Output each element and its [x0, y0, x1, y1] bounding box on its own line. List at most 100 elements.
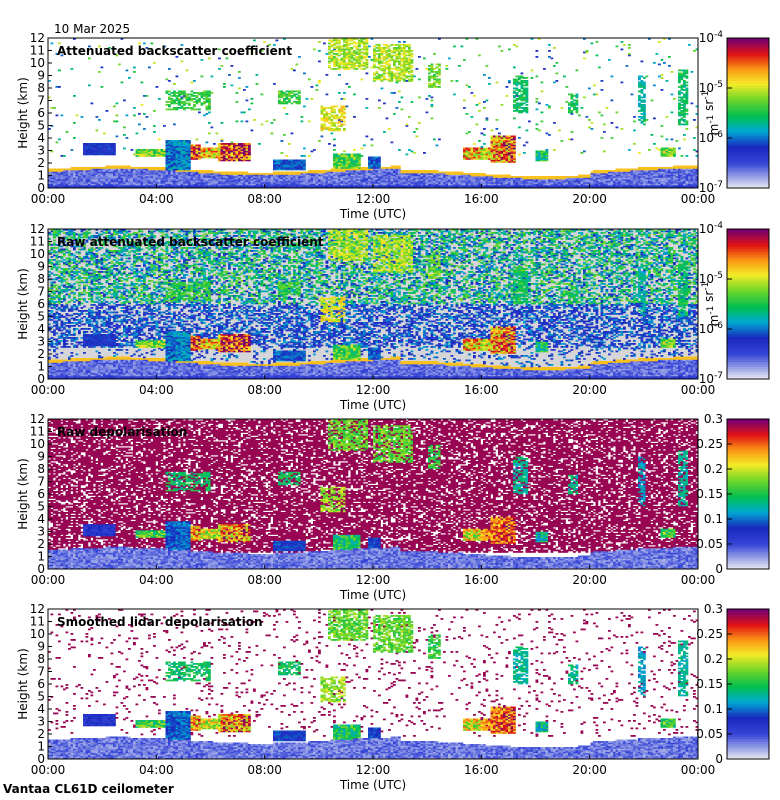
x-tick-label: 00:00	[681, 763, 716, 777]
x-tick-label: 00:00	[681, 573, 716, 587]
y-tick-label: 7	[37, 285, 45, 299]
y-tick-label: 12	[30, 222, 45, 236]
y-tick-label: 12	[30, 31, 45, 45]
y-tick-label: 10	[30, 437, 45, 451]
x-tick-label: 00:00	[31, 383, 66, 397]
colorbar-tick-label: 0.3	[704, 602, 723, 616]
y-tick-label: 6	[37, 487, 45, 501]
x-tick-label: 16:00	[464, 763, 499, 777]
x-tick-label: 16:00	[464, 192, 499, 206]
y-tick-label: 2	[37, 156, 45, 170]
x-tick-label: 12:00	[356, 763, 391, 777]
x-tick-label: 04:00	[139, 573, 174, 587]
colorbar-tick-label: 10-7	[699, 180, 723, 195]
y-tick-label: 1	[37, 360, 45, 374]
y-tick-label: 8	[37, 81, 45, 95]
y-tick-label: 11	[30, 235, 45, 249]
y-tick-label: 6	[37, 297, 45, 311]
colorbar-tick-label: 0.1	[704, 512, 723, 526]
y-tick-label: 9	[37, 69, 45, 83]
panel-title: Raw attenuated backscatter coefficient	[57, 235, 324, 249]
y-tick-label: 8	[37, 652, 45, 666]
colorbar: 00.050.10.150.20.250.3	[696, 412, 769, 576]
y-tick-label: 7	[37, 475, 45, 489]
colorbar-tick-label: 0.2	[704, 462, 723, 476]
y-tick-label: 9	[37, 260, 45, 274]
panel-title: Smoothed lidar depolarisation	[57, 615, 263, 629]
colorbar-label: m-1 sr-1	[701, 91, 721, 136]
heatmap-cells	[48, 229, 698, 379]
y-tick-label: 10	[30, 247, 45, 261]
y-tick-label: 12	[30, 412, 45, 426]
date-label: 10 Mar 2025	[54, 22, 130, 36]
y-tick-label: 4	[37, 702, 45, 716]
colorbar-tick-label: 0	[715, 562, 723, 576]
y-tick-label: 4	[37, 322, 45, 336]
x-tick-label: 08:00	[247, 383, 282, 397]
panel-2: Raw attenuated backscatter coefficient01…	[16, 221, 769, 412]
panel-title: Raw depolarisation	[57, 425, 187, 439]
y-tick-label: 12	[30, 602, 45, 616]
x-tick-label: 04:00	[139, 192, 174, 206]
x-tick-label: 04:00	[139, 383, 174, 397]
x-tick-label: 20:00	[572, 573, 607, 587]
y-axis-label: Height (km)	[16, 77, 30, 148]
x-tick-label: 20:00	[572, 383, 607, 397]
x-tick-label: 08:00	[247, 192, 282, 206]
colorbar-tick-label: 0.05	[696, 727, 723, 741]
x-tick-label: 00:00	[31, 573, 66, 587]
panel-title: Attenuated backscatter coefficient	[57, 44, 292, 58]
y-tick-label: 9	[37, 640, 45, 654]
colorbar: 10-710-610-510-4m-1 sr-1	[699, 30, 769, 195]
x-tick-label: 12:00	[356, 383, 391, 397]
y-axis-label: Height (km)	[16, 268, 30, 339]
y-tick-label: 11	[30, 615, 45, 629]
y-tick-label: 11	[30, 44, 45, 58]
x-axis-label: Time (UTC)	[339, 588, 406, 602]
x-tick-label: 00:00	[31, 763, 66, 777]
panel-3: Raw depolarisation0123456789101112Height…	[16, 412, 769, 602]
y-tick-label: 1	[37, 550, 45, 564]
y-tick-label: 4	[37, 131, 45, 145]
y-tick-label: 8	[37, 272, 45, 286]
y-tick-label: 3	[37, 335, 45, 349]
colorbar-tick-label: 0.3	[704, 412, 723, 426]
heatmap-cells	[48, 609, 698, 759]
x-axis-label: Time (UTC)	[339, 398, 406, 412]
y-tick-label: 5	[37, 690, 45, 704]
colorbar: 00.050.10.150.20.250.3	[696, 602, 769, 766]
y-tick-label: 6	[37, 106, 45, 120]
colorbar-tick-label: 10-4	[699, 221, 724, 236]
colorbar-tick-label: 0.1	[704, 702, 723, 716]
y-tick-label: 7	[37, 665, 45, 679]
y-tick-label: 1	[37, 169, 45, 183]
y-tick-label: 2	[37, 347, 45, 361]
heatmap-cells	[48, 419, 698, 569]
panel-1: Attenuated backscatter coefficient012345…	[16, 30, 769, 221]
footer-label: Vantaa CL61D ceilometer	[3, 782, 174, 796]
x-axis-label: Time (UTC)	[339, 778, 406, 792]
x-tick-label: 08:00	[247, 763, 282, 777]
colorbar-tick-label: 0.05	[696, 537, 723, 551]
y-tick-label: 2	[37, 537, 45, 551]
y-tick-label: 9	[37, 450, 45, 464]
y-tick-label: 10	[30, 56, 45, 70]
x-tick-label: 16:00	[464, 573, 499, 587]
y-tick-label: 8	[37, 462, 45, 476]
colorbar-tick-label: 0.2	[704, 652, 723, 666]
y-tick-label: 7	[37, 94, 45, 108]
x-tick-label: 20:00	[572, 192, 607, 206]
y-tick-label: 11	[30, 425, 45, 439]
y-tick-label: 6	[37, 677, 45, 691]
colorbar-tick-label: 0.25	[696, 627, 723, 641]
x-axis-label: Time (UTC)	[339, 207, 406, 221]
y-tick-label: 1	[37, 740, 45, 754]
x-tick-label: 20:00	[572, 763, 607, 777]
colorbar-tick-label: 0.25	[696, 437, 723, 451]
y-tick-label: 10	[30, 627, 45, 641]
y-tick-label: 5	[37, 119, 45, 133]
x-tick-label: 08:00	[247, 573, 282, 587]
colorbar-tick-label: 0.15	[696, 677, 723, 691]
x-tick-label: 00:00	[31, 192, 66, 206]
